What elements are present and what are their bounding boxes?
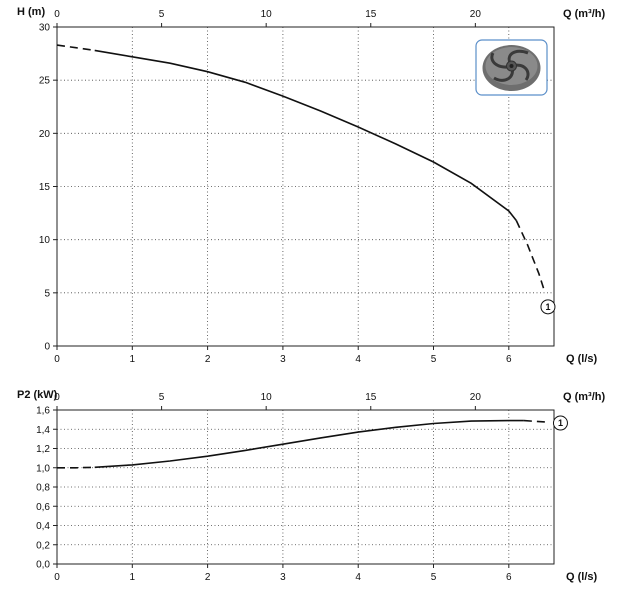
- y-tick-label: 0,2: [36, 540, 50, 551]
- x-tick-label: 2: [205, 572, 211, 583]
- x2-tick-label: 15: [365, 9, 377, 20]
- y-tick-label: 0,6: [36, 502, 50, 513]
- x-tick-label: 3: [280, 572, 286, 583]
- x-axis-label: Q (l/s): [566, 571, 598, 583]
- impeller-image: [475, 39, 548, 96]
- curve-dashed-start: [57, 466, 95, 469]
- y-axis-label: P2 (kW): [17, 389, 58, 401]
- x-tick-label: 0: [54, 572, 60, 583]
- curve-dashed-start: [56, 44, 95, 52]
- y-tick-label: 20: [39, 129, 51, 140]
- curve-dashed-end: [515, 220, 546, 294]
- x2-tick-label: 20: [470, 9, 482, 20]
- curve-marker-label: 1: [558, 418, 563, 428]
- x2-tick-label: 10: [261, 392, 273, 403]
- x-tick-label: 5: [431, 572, 437, 583]
- x-tick-label: 1: [130, 354, 136, 365]
- y-tick-label: 5: [44, 288, 50, 299]
- x-tick-label: 2: [205, 354, 211, 365]
- y-tick-label: 1,6: [36, 406, 50, 417]
- curve-marker-circle: [552, 415, 568, 431]
- x-tick-label: 1: [130, 572, 136, 583]
- curve-solid: [94, 49, 517, 221]
- x-tick-label: 3: [280, 354, 286, 365]
- y-tick-label: 10: [39, 235, 51, 246]
- x-axis-label: Q (l/s): [566, 353, 598, 365]
- y-axis-label: H (m): [17, 6, 45, 18]
- x2-tick-label: 15: [365, 392, 377, 403]
- y-tick-label: 1,4: [36, 425, 50, 436]
- y-tick-label: 0,0: [36, 560, 50, 571]
- x-tick-label: 5: [431, 354, 437, 365]
- impeller-hub-center: [509, 64, 514, 68]
- x-tick-label: 6: [506, 572, 512, 583]
- x2-axis-label: Q (m³/h): [563, 391, 605, 403]
- x-tick-label: 0: [54, 354, 60, 365]
- y-tick-label: 15: [39, 182, 51, 193]
- x2-axis-label: Q (m³/h): [563, 8, 605, 20]
- x2-tick-label: 5: [159, 9, 165, 20]
- plot-frame: [56, 409, 555, 565]
- y-tick-label: 25: [39, 76, 51, 87]
- curve-dashed-end: [523, 419, 547, 423]
- curve-solid: [94, 419, 524, 469]
- chart-panel-2: 0,0 0,2 0,4 0,6 0,8 1,0 1,2 1,4 1,6 0 1 2 3 4 5 6 0 5 10 15…: [17, 389, 605, 583]
- x2-tick-label: 0: [54, 392, 60, 403]
- x2-tick-label: 20: [470, 392, 482, 403]
- plot-frame: [56, 26, 555, 347]
- x2-tick-label: 10: [261, 9, 273, 20]
- y-tick-label: 30: [39, 23, 51, 34]
- y-tick-label: 0,4: [36, 521, 50, 532]
- x-tick-label: 6: [506, 354, 512, 365]
- y-tick-label: 1,0: [36, 463, 50, 474]
- x2-tick-label: 5: [159, 392, 165, 403]
- curve-marker-circle: [540, 299, 556, 315]
- x-tick-label: 4: [355, 572, 361, 583]
- x-tick-label: 4: [355, 354, 361, 365]
- y-tick-label: 1,2: [36, 444, 50, 455]
- curve-marker-label: 1: [545, 302, 550, 312]
- x2-tick-label: 0: [54, 9, 60, 20]
- y-tick-label: 0,8: [36, 483, 50, 494]
- y-tick-label: 0: [44, 342, 50, 353]
